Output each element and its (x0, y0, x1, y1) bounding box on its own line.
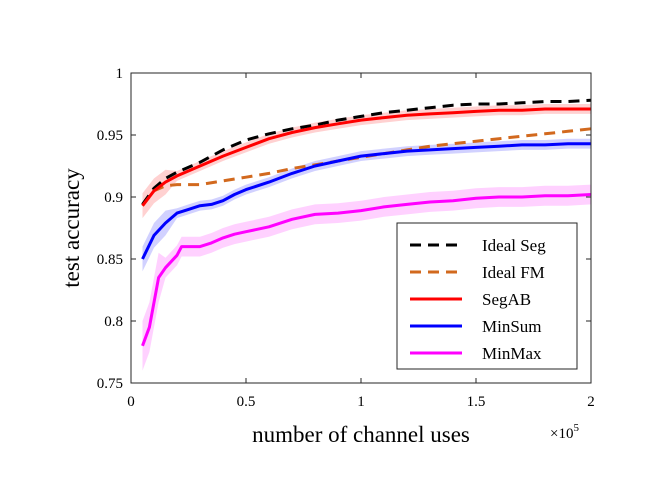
legend-label-minsum: MinSum (482, 317, 542, 336)
series-minmax (141, 193, 592, 347)
legend-label-ideal-seg: Ideal Seg (482, 236, 546, 255)
y-tick-label: 0.85 (97, 252, 123, 268)
axis-ticks (130, 72, 592, 384)
series-segab (141, 107, 591, 207)
x-axis-title: number of channel uses (252, 422, 470, 447)
legend-label-minmax: MinMax (482, 344, 542, 363)
y-tick-label: 1 (116, 66, 124, 82)
x-tick-label: 1.5 (467, 394, 486, 410)
x-multiplier-base: ×10 (550, 426, 573, 442)
y-tick-label: 0.9 (104, 190, 123, 206)
series-ideal-seg (141, 98, 592, 206)
y-axis-title: test accuracy (59, 168, 84, 288)
legend-label-segab: SegAB (482, 290, 531, 309)
y-tick-label: 0.75 (97, 376, 123, 392)
legend-box (396, 222, 578, 370)
x-multiplier-exponent: 5 (573, 422, 579, 434)
series-minsum (141, 142, 591, 260)
x-tick-label: 1 (357, 394, 365, 410)
y-tick-labels: 0.75 0.8 0.85 0.9 0.95 1 (97, 66, 123, 392)
y-tick-label: 0.8 (104, 314, 123, 330)
y-tick-label: 0.95 (97, 128, 123, 144)
legend-label-ideal-fm: Ideal FM (482, 263, 545, 282)
x-tick-label: 0.5 (237, 394, 256, 410)
x-tick-label: 0 (127, 394, 135, 410)
x-tick-labels: 0 0.5 1 1.5 2 (127, 394, 595, 410)
series-lines (141, 98, 592, 347)
legend: Ideal Seg Ideal FM SegAB MinSum MinMax (396, 222, 578, 370)
x-multiplier-label: ×105 (550, 422, 579, 442)
x-tick-label: 2 (587, 394, 595, 410)
